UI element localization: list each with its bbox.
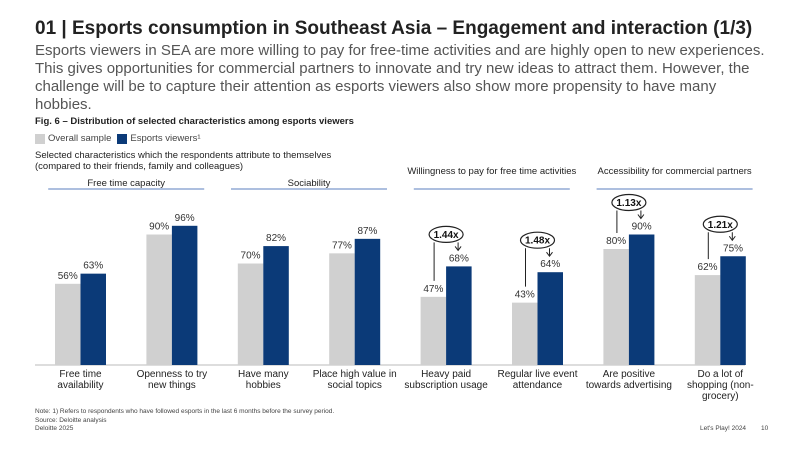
note: Note: 1) Refers to respondents who have … bbox=[35, 408, 335, 415]
bar bbox=[420, 296, 447, 365]
value-label: 82% bbox=[266, 233, 286, 244]
value-label: 87% bbox=[357, 226, 377, 237]
value-label: 47% bbox=[423, 284, 443, 295]
legend: Overall sample Esports viewers¹ bbox=[35, 133, 201, 144]
value-label: 63% bbox=[83, 261, 103, 272]
legend-label: Esports viewers¹ bbox=[130, 133, 201, 144]
multiplier-label: 1.21x bbox=[708, 220, 733, 231]
bar bbox=[512, 302, 538, 365]
multiplier-oval bbox=[428, 225, 464, 243]
multiplier-oval bbox=[611, 193, 647, 212]
legend-item: Esports viewers¹ bbox=[117, 133, 201, 144]
bar bbox=[446, 266, 472, 365]
legend-item: Overall sample bbox=[35, 133, 111, 144]
subtitle: Esports viewers in SEA are more willing … bbox=[35, 42, 765, 113]
x-tick-label: Free time availability bbox=[57, 369, 104, 391]
value-label: 75% bbox=[723, 243, 743, 254]
bar bbox=[263, 246, 289, 365]
value-label: 56% bbox=[58, 271, 78, 282]
x-tick-label: Regular live event attendance bbox=[497, 369, 578, 391]
bar bbox=[329, 253, 355, 365]
bar bbox=[694, 275, 721, 365]
arrow-head bbox=[728, 235, 736, 242]
multiplier-label: 1.44x bbox=[434, 230, 459, 241]
multiplier-label: 1.48x bbox=[525, 236, 550, 247]
value-label: 96% bbox=[175, 213, 195, 224]
bar bbox=[171, 225, 198, 365]
legend-label: Overall sample bbox=[48, 133, 112, 144]
group-label: Accessibility for commercial partners bbox=[597, 166, 752, 177]
title: 01 | Esports consumption in Southeast As… bbox=[35, 18, 753, 39]
bar bbox=[80, 273, 106, 365]
legend-swatch bbox=[35, 133, 45, 144]
value-label: 90% bbox=[149, 222, 169, 233]
figure-title: Fig. 6 – Distribution of selected charac… bbox=[35, 116, 354, 127]
bar bbox=[628, 234, 655, 365]
bar bbox=[146, 234, 172, 365]
bar bbox=[720, 256, 746, 365]
x-tick-label: Do a lot of shopping (non-grocery) bbox=[686, 369, 754, 402]
report-name: Let's Play! 2024 bbox=[700, 425, 747, 432]
x-tick-label: Place high value in social topics bbox=[312, 369, 397, 391]
bar bbox=[537, 272, 563, 365]
value-label: 80% bbox=[606, 236, 626, 247]
arrow-head bbox=[454, 246, 462, 252]
group-label: Willingness to pay for free time activit… bbox=[407, 166, 577, 177]
value-label: 90% bbox=[632, 222, 652, 233]
multiplier-oval bbox=[519, 231, 556, 249]
group-label: Sociability bbox=[287, 178, 331, 189]
page-number: 10 bbox=[761, 425, 769, 432]
x-tick-label: Are positive towards advertising bbox=[585, 369, 672, 391]
bar bbox=[237, 263, 264, 365]
value-label: 64% bbox=[540, 259, 560, 270]
legend-swatch bbox=[117, 133, 128, 144]
bar bbox=[354, 238, 381, 365]
value-label: 77% bbox=[332, 240, 352, 251]
x-tick-label: Have many hobbies bbox=[238, 369, 289, 391]
copyright: Deloitte 2025 bbox=[35, 425, 74, 432]
value-label: 68% bbox=[449, 253, 469, 264]
bar bbox=[55, 283, 81, 365]
value-label: 43% bbox=[515, 290, 535, 301]
arrow-head bbox=[637, 214, 645, 220]
chart-subtitle: Selected characteristics which the respo… bbox=[35, 150, 332, 172]
arrow-head bbox=[546, 251, 553, 258]
group-label: Free time capacity bbox=[87, 178, 165, 189]
bar bbox=[603, 249, 629, 365]
value-label: 62% bbox=[698, 262, 718, 273]
multiplier-oval bbox=[702, 215, 738, 233]
x-tick-label: Openness to try new things bbox=[136, 369, 208, 391]
multiplier-label: 1.13x bbox=[616, 198, 641, 209]
x-tick-label: Heavy paid subscription usage bbox=[404, 369, 488, 391]
source: Source: Deloitte analysis bbox=[35, 417, 107, 424]
value-label: 70% bbox=[241, 251, 261, 262]
